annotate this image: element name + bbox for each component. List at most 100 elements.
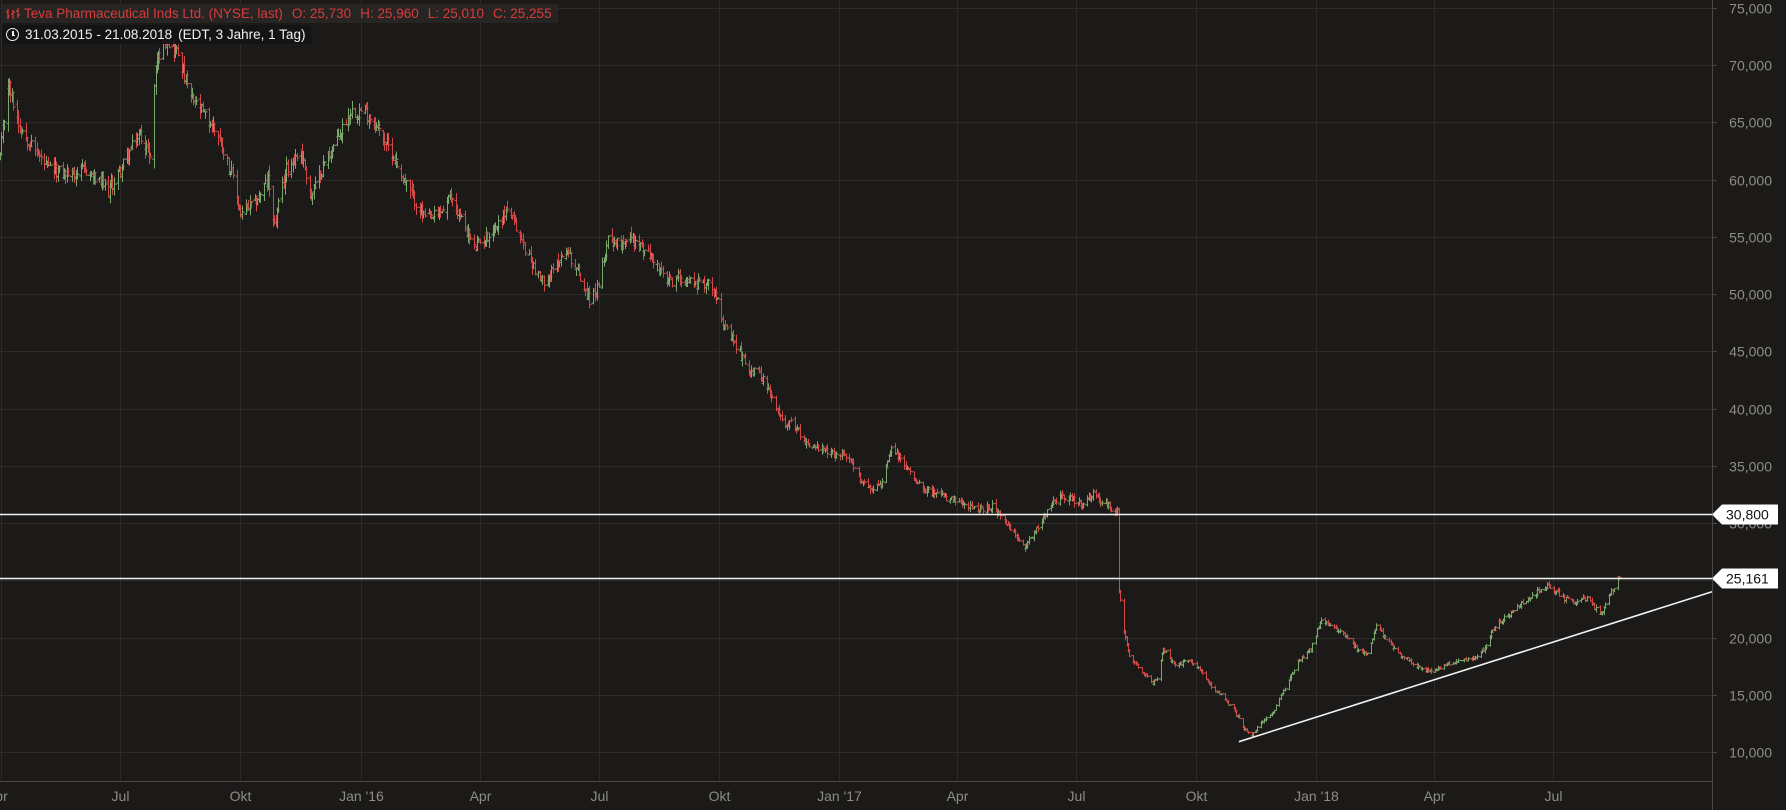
- ohlc-bar: [1063, 497, 1068, 501]
- ohlc-bar: [176, 44, 181, 57]
- ohlc-bar: [1612, 588, 1617, 592]
- ohlc-bar: [789, 416, 794, 423]
- ohlc-bar: [1566, 596, 1571, 599]
- ohlc-bar: [1036, 524, 1041, 533]
- ohlc-bar: [148, 152, 153, 158]
- ohlc-bar: [1396, 646, 1401, 654]
- ohlc-bar: [249, 200, 254, 209]
- ohlc-bar: [1420, 666, 1425, 672]
- ohlc-bar: [313, 176, 318, 190]
- ohlc-bar: [121, 158, 126, 171]
- drawn-lines[interactable]: [0, 513, 1713, 743]
- open-value: O: 25,730: [291, 6, 352, 21]
- ohlc-bar: [597, 281, 602, 289]
- ohlc-bar: [1537, 586, 1542, 594]
- ohlc-bar: [559, 251, 564, 267]
- ohlc-bar: [472, 234, 477, 250]
- x-tick-label: Jul: [1545, 788, 1563, 804]
- ohlc-bar: [258, 192, 263, 203]
- ohlc-bar: [395, 160, 400, 169]
- ohlc-bar: [1122, 598, 1127, 635]
- x-tick-label: Jan '16: [339, 788, 384, 804]
- ohlc-bar: [1145, 673, 1150, 678]
- ohlc-bar: [661, 266, 666, 278]
- ohlc-bar: [276, 197, 281, 213]
- ohlc-bar: [1456, 658, 1461, 663]
- ohlc-bar: [646, 244, 651, 252]
- price-label-box: [1712, 504, 1778, 525]
- ohlc-bar: [1136, 664, 1141, 669]
- ohlc-bar: [1219, 693, 1224, 696]
- ohlc-bar: [862, 479, 867, 485]
- ohlc-bar: [880, 478, 885, 489]
- ohlc-bar: [130, 134, 135, 150]
- ohlc-bar: [979, 503, 984, 510]
- ohlc-bar: [404, 179, 409, 193]
- ohlc-bar: [295, 153, 300, 162]
- y-tick-label: 55,000: [1729, 230, 1772, 246]
- ohlc-bar: [825, 444, 830, 459]
- ohlc-bar: [408, 178, 413, 199]
- price-bars: [0, 29, 1622, 738]
- y-tick-label: 70,000: [1729, 58, 1772, 74]
- ohlc-bar: [97, 176, 102, 183]
- y-tick-label: 75,000: [1729, 1, 1772, 17]
- y-tick-label: 50,000: [1729, 287, 1772, 303]
- ohlc-bar: [1356, 648, 1361, 653]
- ohlc-bar: [1200, 668, 1205, 675]
- date-range: 31.03.2015 - 21.08.2018: [25, 27, 173, 42]
- ohlc-bar: [1521, 598, 1526, 605]
- chart-settings: (EDT, 3 Jahre, 1 Tag): [178, 27, 306, 42]
- ohlc-bar: [1562, 594, 1567, 604]
- ohlc-bar: [1530, 591, 1535, 599]
- ohlc-bar: [1319, 617, 1324, 625]
- ohlc-bar: [1338, 628, 1343, 634]
- ohlc-bar: [706, 278, 711, 291]
- ohlc-bar: [450, 197, 455, 207]
- high-value: H: 25,960: [360, 6, 419, 21]
- instrument-name: Teva Pharmaceutical Inds Ltd. (NYSE, las…: [24, 6, 283, 21]
- ohlc-bar: [692, 272, 697, 289]
- ohlc-bar: [185, 70, 190, 89]
- price-label: 30,800: [1726, 507, 1769, 523]
- ohlc-bar: [816, 444, 821, 453]
- trend-line[interactable]: [1238, 590, 1713, 743]
- ohlc-bar: [1140, 667, 1145, 674]
- ohlc-bar: [1054, 497, 1059, 506]
- ohlc-bar: [1027, 535, 1032, 545]
- ohlc-bar: [1164, 650, 1169, 653]
- ohlc-bar: [463, 210, 468, 232]
- y-tick-label: 20,000: [1729, 631, 1772, 647]
- ohlc-bar: [1328, 623, 1333, 626]
- ohlc-bar: [1370, 638, 1375, 645]
- ohlc-bar: [112, 177, 117, 196]
- ohlc-bar: [468, 233, 473, 241]
- ohlc-bar: [29, 134, 34, 147]
- ohlc-bar: [1383, 634, 1388, 640]
- ohlc-bar: [1402, 656, 1407, 661]
- ohlc-bar: [583, 288, 588, 297]
- ohlc-bar: [1091, 488, 1096, 501]
- x-tick-label: Jul: [591, 788, 609, 804]
- ohlc-bar: [1072, 493, 1077, 508]
- ohlc-bar: [523, 243, 528, 257]
- ohlc-bar: [957, 498, 962, 503]
- ohlc-bar: [127, 149, 132, 166]
- ohlc-bar: [1535, 586, 1540, 598]
- x-tick-label: Okt: [1186, 788, 1208, 804]
- ohlc-bar: [533, 258, 538, 276]
- ohlc-bar: [20, 128, 25, 135]
- ohlc-bar: [147, 142, 152, 165]
- ohlc-bar: [1301, 654, 1306, 659]
- y-tick-label: 35,000: [1729, 459, 1772, 475]
- ohlc-bar: [1347, 637, 1352, 640]
- ohlc-bar: [459, 214, 464, 218]
- date-range-info[interactable]: 31.03.2015 - 21.08.2018 (EDT, 3 Jahre, 1…: [2, 25, 312, 44]
- ohlc-bar: [1213, 685, 1218, 693]
- ohlc-bar: [761, 373, 766, 386]
- x-tick-label: Apr: [1424, 788, 1446, 804]
- ohlc-bar: [1173, 661, 1178, 668]
